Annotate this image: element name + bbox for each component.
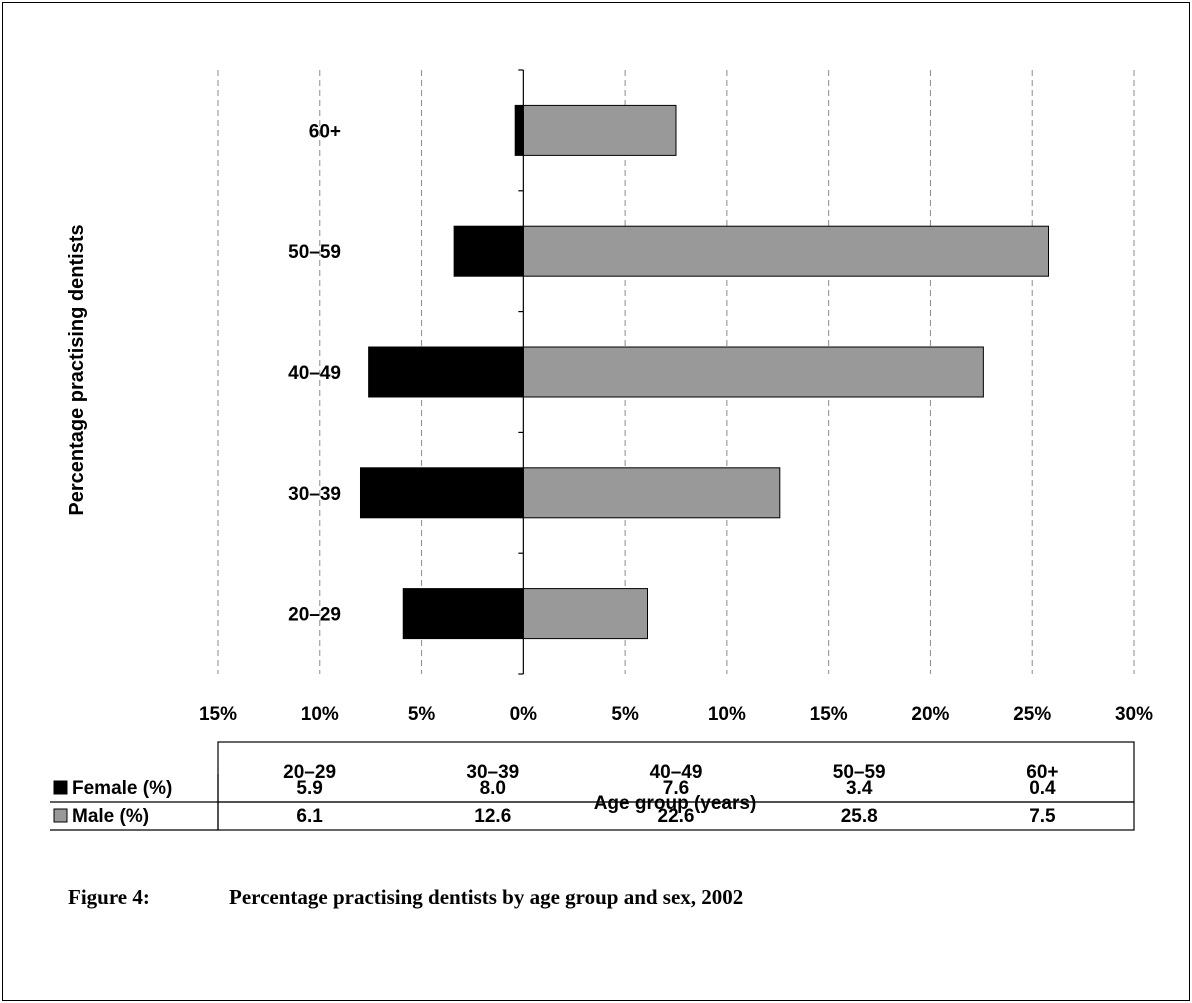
table-cell-female-1: 8.0 (480, 778, 506, 799)
legend-label-female: Female (%) (72, 778, 172, 799)
x-tick-label-2: 5% (408, 704, 436, 725)
bar-female-50-59 (453, 225, 524, 277)
table-header-50-59: 50–59 (833, 762, 886, 783)
x-tick-label-3: 0% (510, 704, 538, 725)
x-tick-label-0: 15% (199, 704, 237, 725)
grid-lines (217, 70, 1135, 674)
x-axis-label: Age group (years) (594, 793, 757, 814)
bar-female-60 (514, 104, 524, 156)
x-tick-label-6: 15% (810, 704, 848, 725)
legend-swatch-male (53, 808, 68, 823)
table-cell-male-2: 22.6 (658, 806, 695, 827)
bar-male-40-49 (522, 346, 984, 398)
labels: 15% 10% 5% 0% 5% 10% 15% 20% 25% 30% 20–29 30–39 40–… (199, 121, 1153, 725)
x-tick-label-8: 25% (1013, 704, 1051, 725)
axes (518, 69, 524, 675)
x-tick-label-1: 10% (301, 704, 339, 725)
bar-male-50-59 (522, 225, 1050, 277)
x-tick-label-9: 30% (1115, 704, 1153, 725)
bar-male-30-39 (522, 467, 781, 519)
bar-female-40-49 (368, 346, 524, 398)
x-tick-label-4: 5% (611, 704, 639, 725)
bar-female-20-29 (402, 588, 524, 640)
category-label-40-49: 40–49 (288, 363, 341, 384)
table-header-20-29: 20–29 (283, 762, 336, 783)
table-cell-female-2: 7.6 (663, 778, 689, 799)
table-cell-male-4: 7.5 (1029, 806, 1056, 827)
table-header-60: 60+ (1026, 762, 1058, 783)
table-cell-female-4: 0.4 (1029, 778, 1056, 799)
table-cell-female-3: 3.4 (846, 778, 873, 799)
legend-swatch-female (53, 780, 68, 795)
table-cell-male-1: 12.6 (474, 806, 511, 827)
caption-text: Percentage practising dentists by age gr… (229, 885, 743, 909)
bar-male-20-29 (522, 588, 649, 640)
legend-label-male: Male (%) (72, 806, 149, 827)
table-cell-female-0: 5.9 (296, 778, 322, 799)
x-tick-label-7: 20% (911, 704, 949, 725)
data-table: 20–29 30–39 40–49 50–59 60+ Female (%) 5.9 8.0 7… (50, 741, 1135, 831)
table-cell-male-3: 25.8 (841, 806, 878, 827)
category-label-30-39: 30–39 (288, 484, 341, 505)
table-header-30-39: 30–39 (466, 762, 519, 783)
category-label-20-29: 20–29 (288, 605, 341, 626)
table-header-40-49: 40–49 (650, 762, 703, 783)
bar-male-60 (522, 104, 677, 156)
bars (359, 104, 1050, 640)
category-label-60: 60+ (309, 121, 341, 142)
y-axis-label: Percentage practising dentists (66, 224, 88, 515)
bar-female-30-39 (359, 467, 524, 519)
category-label-50-59: 50–59 (288, 242, 341, 263)
table-cell-male-0: 6.1 (296, 806, 323, 827)
x-tick-label-5: 10% (708, 704, 746, 725)
caption-number: Figure 4: (68, 885, 150, 909)
